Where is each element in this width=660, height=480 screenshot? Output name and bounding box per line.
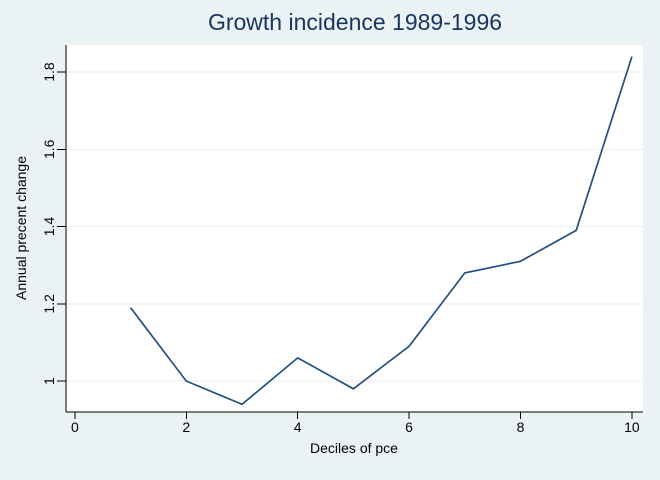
y-tick-label: 1: [41, 377, 57, 385]
chart-title: Growth incidence 1989-1996: [208, 9, 502, 35]
y-axis-title: Annual precent change: [13, 156, 29, 300]
y-tick-label: 1.2: [41, 294, 57, 314]
x-tick-label: 6: [405, 419, 413, 435]
gridlines: [66, 71, 643, 382]
x-tick-label: 4: [294, 419, 302, 435]
y-tick-label: 1.6: [41, 139, 57, 159]
x-tick-label: 10: [624, 419, 640, 435]
x-tick-label: 0: [71, 419, 79, 435]
y-tick-label: 1.8: [41, 62, 57, 82]
x-tick-label: 2: [182, 419, 190, 435]
x-axis-title: Deciles of pce: [310, 440, 398, 456]
x-tick-label: 8: [517, 419, 525, 435]
plot-area: [66, 45, 643, 412]
y-tick-label: 1.4: [41, 217, 57, 237]
line-series: [129, 56, 633, 406]
axis-ticks: 1 1.2 1.4 1.6 1.8 0 2 4 6 8 10: [41, 62, 640, 435]
